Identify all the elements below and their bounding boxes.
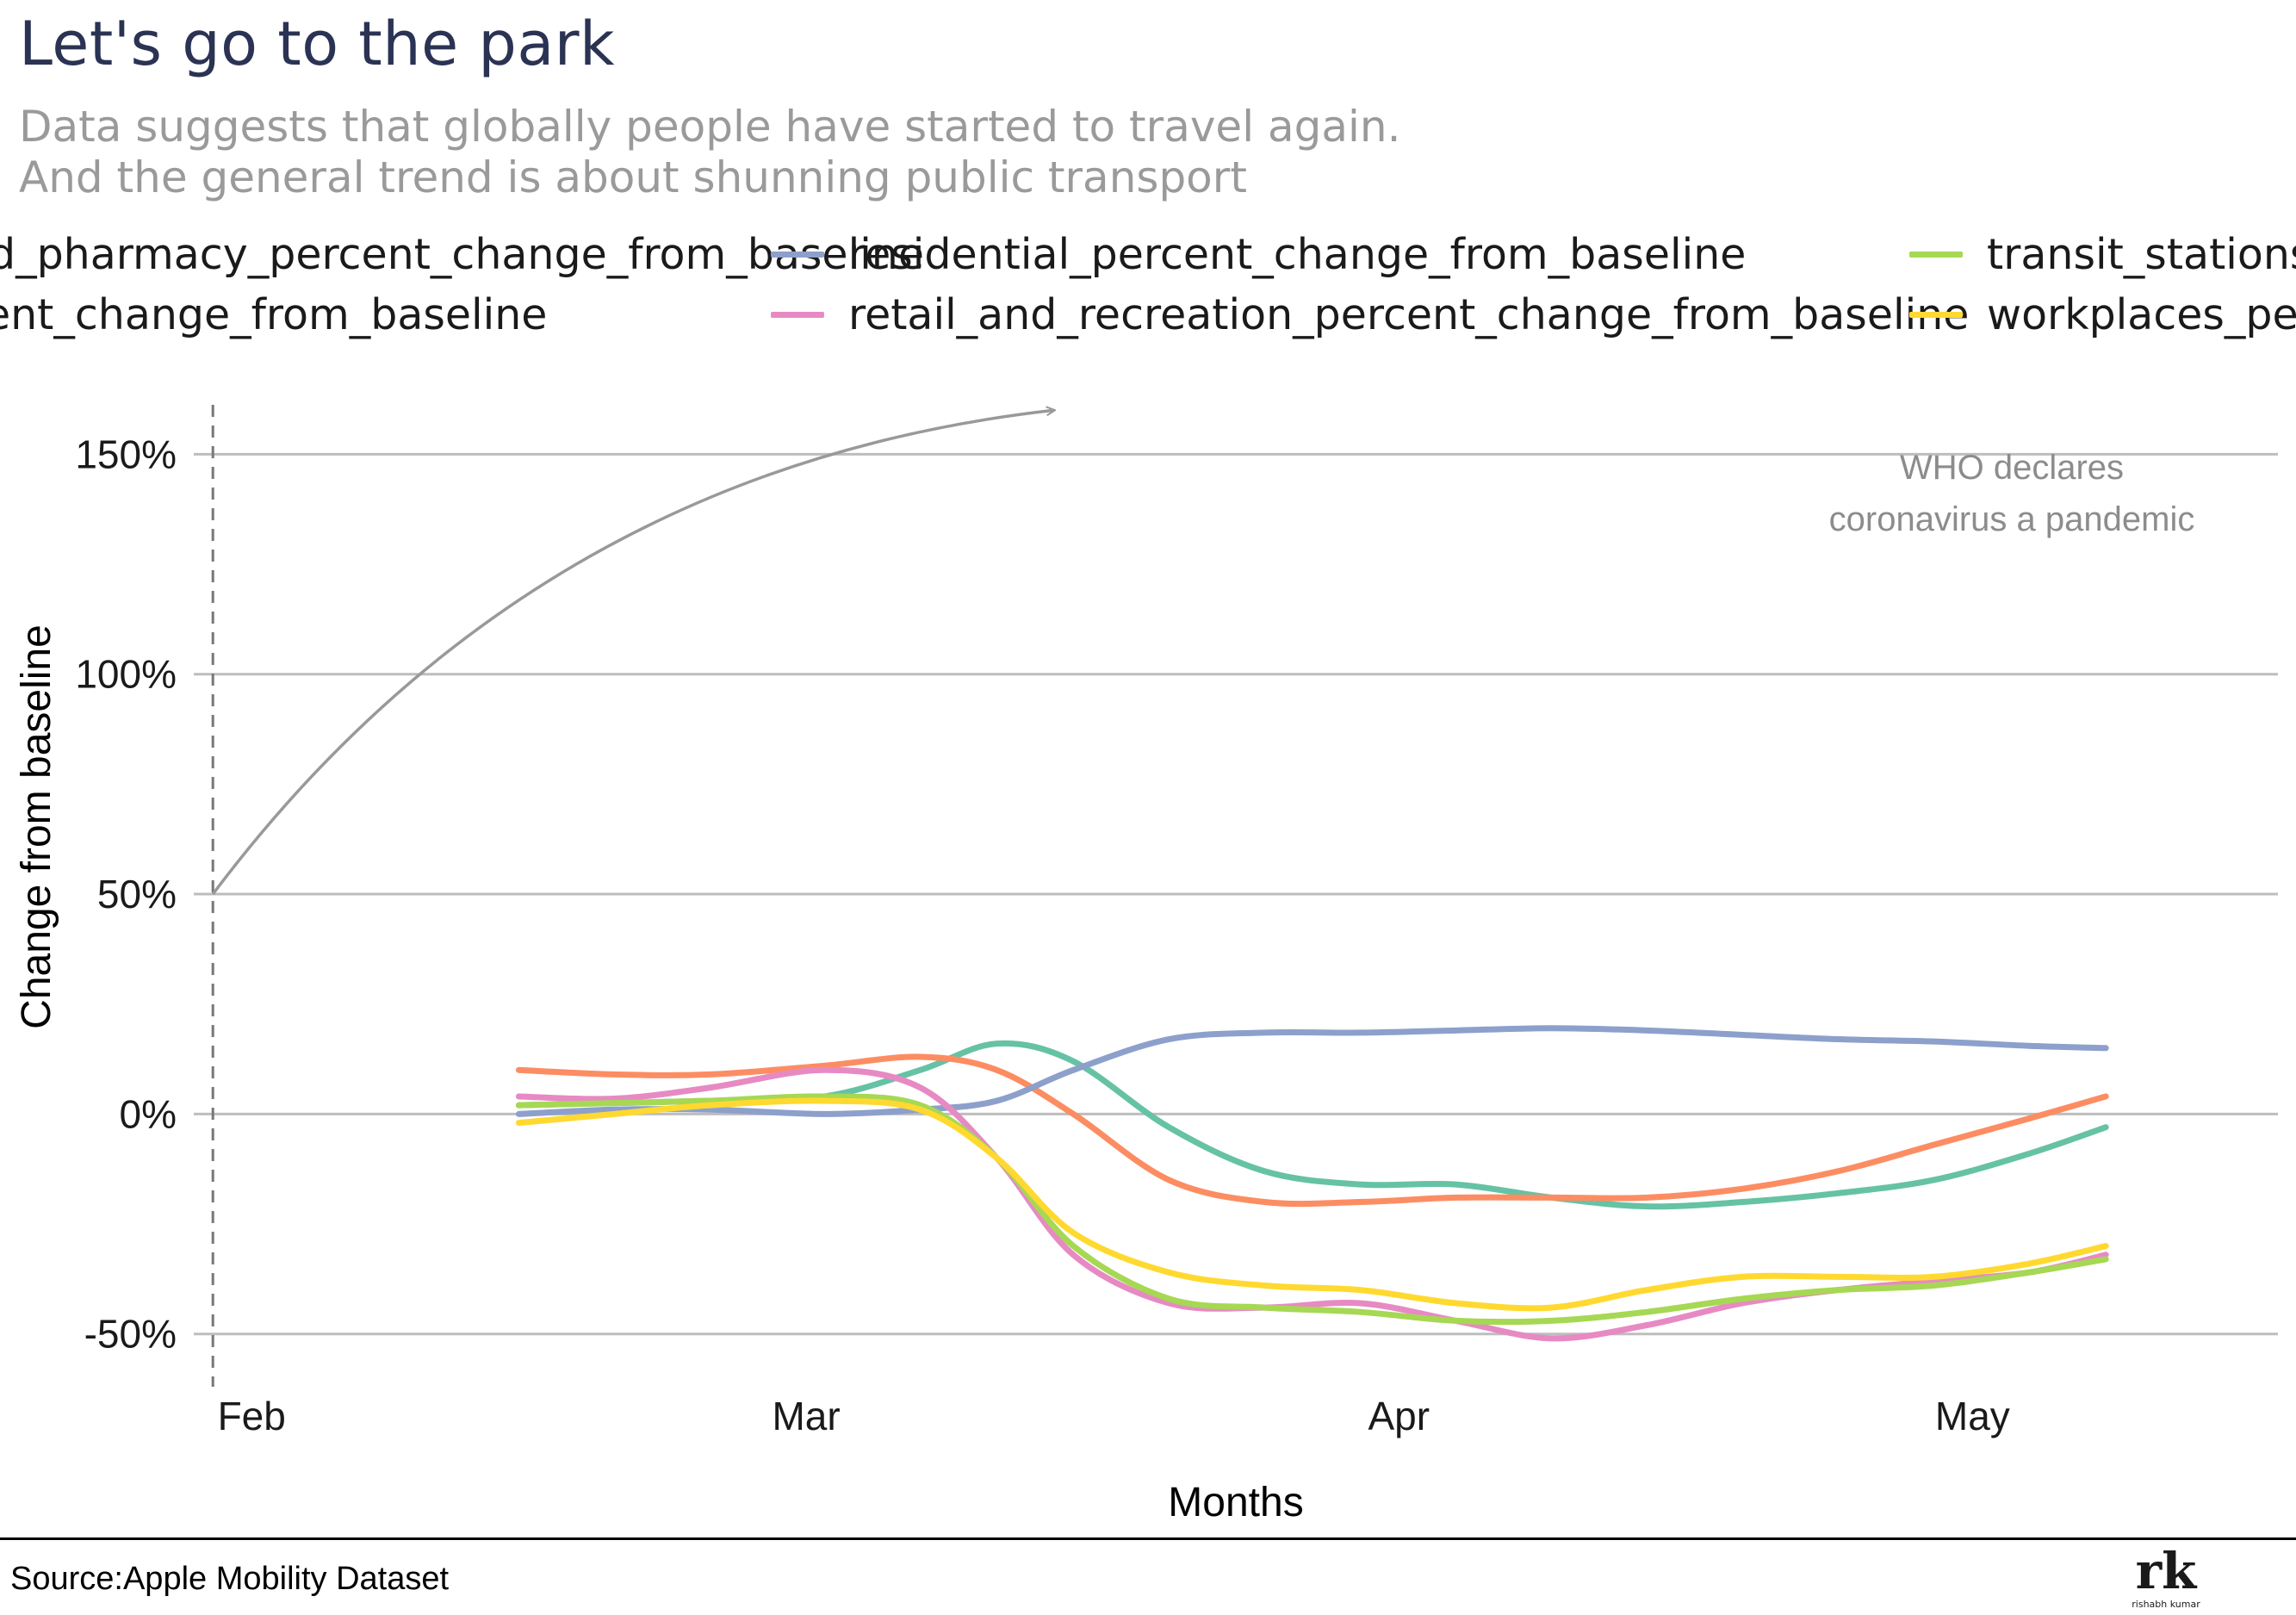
x-tick-label: Feb [218,1394,286,1438]
legend-item-residential: residential_percent_change_from_baseline [771,228,1746,280]
legend-label-workplaces: workplaces_percent_change_from_baseline [1987,289,2296,339]
series-line-5 [515,1097,2109,1312]
logo-caption: rishabh kumar [2132,1599,2200,1610]
x-tick-label: Mar [772,1394,840,1438]
source-caption: Source:Apple Mobility Dataset [10,1561,450,1597]
footer-divider [0,1537,2296,1540]
legend-item-workplaces: workplaces_percent_change_from_baseline [1909,289,2296,340]
legend-key-transit [1909,251,1963,258]
y-tick-label: 150% [75,432,177,476]
series-line-1 [515,1053,2109,1208]
y-tick-label: 50% [97,872,177,916]
legend-label-residential: residential_percent_change_from_baseline [848,229,1747,279]
annotation-arrow [211,410,1054,896]
legend-key-residential [771,251,824,258]
x-tick-label: Apr [1368,1394,1430,1438]
legend-label-retail: retail_and_recreation_percent_change_fro… [848,289,1970,339]
logo-mark: rk [2136,1544,2199,1600]
annotation-text-line-1: WHO declares [1900,449,2124,487]
annotation-text-line-2: coronavirus a pandemic [1829,500,2195,538]
series-lines [515,1025,2109,1342]
legend-label-grocery: grocery_and_pharmacy_percent_change_from… [0,229,925,279]
x-axis-ticks: Feb Mar Apr May [218,1394,2010,1438]
chart-title: Let's go to the park [19,9,616,79]
line-chart: 150% 100% 50% 0% -50% Feb Mar Apr May WHO decla… [14,405,2278,1525]
legend-label-parks: parks_percent_change_from_baseline [0,289,548,339]
legend-key-workplaces [1909,311,1963,318]
x-axis-title: Months [1168,1480,1303,1525]
y-axis-title: Change from baseline [14,624,59,1029]
series-line-4 [515,1093,2109,1326]
y-axis-ticks: 150% 100% 50% 0% -50% [75,432,177,1356]
series-line-0 [515,1040,2109,1210]
legend-label-transit: transit_stations_percent_change_from_bas… [1987,229,2296,279]
y-tick-label: 100% [75,652,177,697]
author-logo: rk rishabh kumar [2132,1544,2200,1610]
series-line-2 [515,1025,2109,1117]
subtitle-line-1: Data suggests that globally people have … [19,102,1401,152]
x-tick-label: May [1935,1394,2010,1438]
y-tick-label: 0% [120,1091,177,1136]
legend: grocery_and_pharmacy_percent_change_from… [0,228,2296,349]
gridlines [194,452,2278,1336]
legend-item-transit: transit_stations_percent_change_from_bas… [1909,228,2296,280]
y-tick-label: -50% [84,1312,177,1357]
legend-item-parks: parks_percent_change_from_baseline [0,289,547,340]
legend-key-retail [771,311,824,318]
legend-item-retail: retail_and_recreation_percent_change_fro… [771,289,1969,340]
subtitle-line-2: And the general trend is about shunning … [19,152,1247,202]
legend-item-grocery: grocery_and_pharmacy_percent_change_from… [0,228,924,280]
